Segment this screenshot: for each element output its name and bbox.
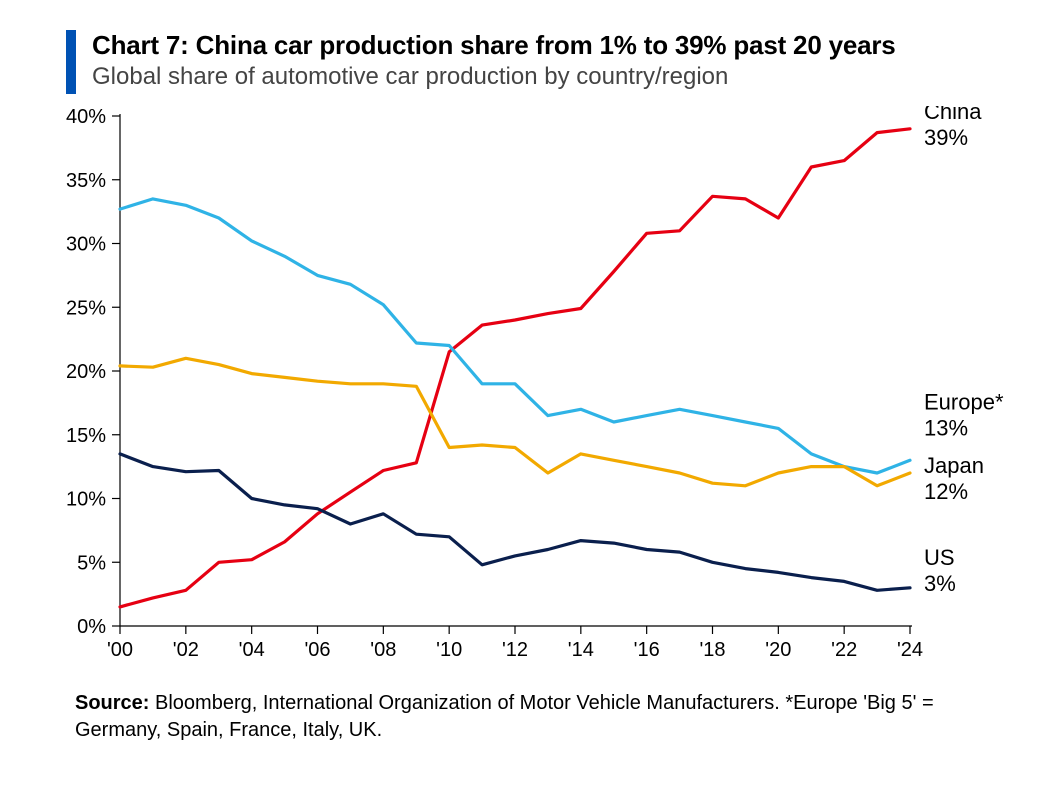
series-end-label-us: US (924, 545, 955, 570)
x-tick-label: '04 (239, 639, 265, 661)
y-tick-label: 20% (66, 361, 106, 383)
chart-header: Chart 7: China car production share from… (66, 30, 1035, 94)
x-tick-label: '16 (634, 639, 660, 661)
title-block: Chart 7: China car production share from… (92, 30, 896, 91)
accent-bar (66, 30, 76, 94)
chart-title: Chart 7: China car production share from… (92, 30, 896, 61)
series-line-china (120, 129, 910, 607)
x-tick-label: '22 (831, 639, 857, 661)
x-tick-label: '12 (502, 639, 528, 661)
series-end-value-us: 3% (924, 571, 956, 596)
source-text: Bloomberg, International Organization of… (75, 692, 934, 741)
chart-subtitle: Global share of automotive car productio… (92, 63, 896, 91)
series-end-label-china: China (924, 106, 982, 124)
x-tick-label: '10 (436, 639, 462, 661)
y-tick-label: 5% (77, 552, 106, 574)
x-tick-label: '00 (107, 639, 133, 661)
series-end-value-europe: 13% (924, 415, 968, 440)
series-line-europe (120, 199, 910, 473)
x-tick-label: '20 (765, 639, 791, 661)
x-tick-label: '18 (699, 639, 725, 661)
y-tick-label: 40% (66, 106, 106, 128)
x-tick-label: '06 (304, 639, 330, 661)
page-root: Chart 7: China car production share from… (0, 0, 1055, 789)
y-tick-label: 15% (66, 425, 106, 447)
y-tick-label: 10% (66, 489, 106, 511)
y-tick-label: 30% (66, 234, 106, 256)
series-end-label-japan: Japan (924, 453, 984, 478)
series-line-japan (120, 358, 910, 486)
y-tick-label: 25% (66, 297, 106, 319)
series-end-value-japan: 12% (924, 479, 968, 504)
series-line-us (120, 454, 910, 590)
x-tick-label: '24 (897, 639, 923, 661)
y-tick-label: 35% (66, 170, 106, 192)
x-tick-label: '14 (568, 639, 594, 661)
x-tick-label: '02 (173, 639, 199, 661)
source-label: Source: (75, 692, 149, 714)
x-tick-label: '08 (370, 639, 396, 661)
series-end-label-europe: Europe* (924, 389, 1004, 414)
series-end-value-china: 39% (924, 125, 968, 150)
source-note: Source: Bloomberg, International Organiz… (75, 690, 995, 744)
y-tick-label: 0% (77, 616, 106, 638)
chart-area: 0% 5% 10% 15% 20% 25% 30% 35% 40% '00 '02 '04 '06 '08… (20, 106, 1035, 676)
line-chart-svg: 0% 5% 10% 15% 20% 25% 30% 35% 40% '00 '02 '04 '06 '08… (20, 106, 1035, 676)
